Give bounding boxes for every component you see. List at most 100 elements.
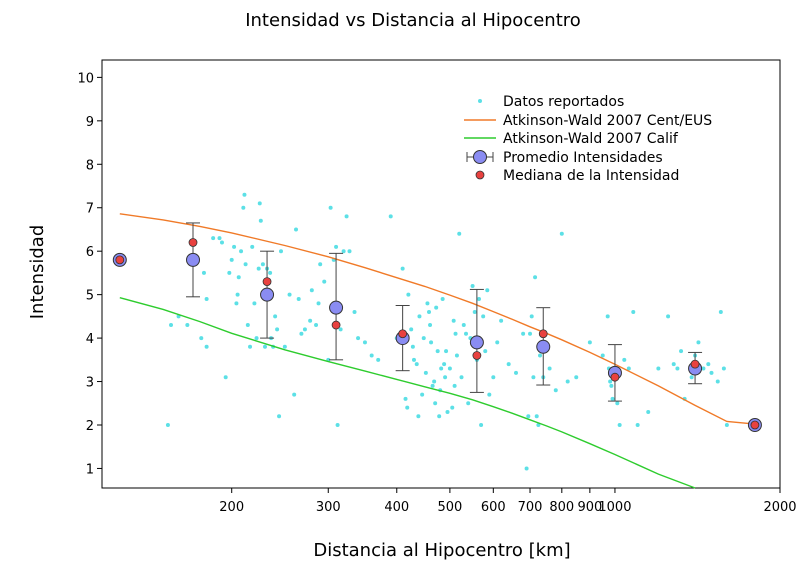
data-point (211, 236, 216, 241)
data-point (479, 422, 484, 427)
data-point (239, 249, 244, 254)
data-point (229, 257, 234, 262)
data-point (277, 414, 282, 419)
data-point (322, 279, 327, 284)
data-point (609, 383, 614, 388)
data-point (439, 366, 444, 371)
data-point (425, 301, 430, 306)
legend-marker-mediana (475, 170, 485, 180)
data-point (245, 323, 250, 328)
data-point (273, 314, 278, 319)
mean-intensity-point (186, 252, 201, 267)
data-point (521, 331, 526, 336)
data-point (529, 314, 534, 319)
data-point (299, 331, 304, 336)
data-point (314, 323, 319, 328)
data-point (675, 366, 680, 371)
data-point (470, 283, 475, 288)
data-point (526, 414, 531, 419)
data-point (718, 310, 723, 315)
data-series (112, 192, 762, 489)
data-point (724, 422, 729, 427)
mean-intensity-point (329, 300, 344, 315)
data-point (706, 362, 711, 367)
data-point (701, 366, 706, 371)
data-point (506, 362, 511, 367)
data-point (235, 292, 240, 297)
legend-marker-promedio (473, 150, 487, 164)
data-point (442, 362, 447, 367)
data-point (429, 340, 434, 345)
data-point (574, 375, 579, 380)
legend: Datos reportados Atkinson-Wald 2007 Cent… (464, 94, 712, 184)
data-point (279, 249, 284, 254)
x-axis-title: Distancia al Hipocentro [km] (313, 540, 570, 561)
y-tick-label: 7 (86, 202, 94, 217)
data-point (242, 192, 247, 197)
y-tick-label: 9 (86, 115, 94, 130)
data-point (338, 327, 343, 332)
data-point (671, 362, 676, 367)
data-point (256, 266, 261, 271)
data-point (234, 301, 239, 306)
data-point (262, 344, 267, 349)
x-tick-label: 900 (577, 500, 602, 515)
data-point (352, 310, 357, 315)
y-tick-label: 2 (86, 419, 94, 434)
data-point (347, 249, 352, 254)
data-point (531, 375, 536, 380)
median-intensity-point (472, 351, 482, 360)
data-point (534, 414, 539, 419)
data-point (679, 349, 684, 354)
data-point (268, 270, 273, 275)
data-point (440, 296, 445, 301)
data-point (421, 336, 426, 341)
data-point (615, 401, 620, 406)
data-point (302, 327, 307, 332)
data-point (443, 375, 448, 380)
data-point (528, 331, 533, 336)
data-point (631, 310, 636, 315)
data-point (356, 336, 361, 341)
data-point (334, 244, 339, 249)
legend-entry-cent-eus: Atkinson-Wald 2007 Cent/EUS (464, 113, 712, 129)
data-point (257, 201, 262, 206)
data-point (411, 357, 416, 362)
y-tick-label: 10 (77, 71, 94, 86)
data-point (481, 314, 486, 319)
data-point (437, 414, 442, 419)
data-point (204, 344, 209, 349)
legend-entry-promedio: Promedio Intensidades (466, 150, 663, 166)
data-point (472, 310, 477, 315)
data-point (533, 275, 538, 280)
x-tick-label: 600 (481, 500, 506, 515)
data-point (362, 340, 367, 345)
data-point (538, 353, 543, 358)
data-point (410, 344, 415, 349)
data-point (696, 340, 701, 345)
data-point (553, 388, 558, 393)
data-point (417, 314, 422, 319)
data-point (369, 353, 374, 358)
data-point (610, 396, 615, 401)
median-intensity-point (331, 320, 341, 330)
data-point (715, 379, 720, 384)
data-point (559, 231, 564, 236)
data-point (254, 336, 259, 341)
data-point (646, 409, 651, 414)
data-point (406, 292, 411, 297)
data-point (232, 244, 237, 249)
data-point (445, 409, 450, 414)
data-point (499, 318, 504, 323)
median-intensity-point (610, 372, 620, 382)
median-intensity-point (188, 238, 198, 247)
data-point (626, 366, 631, 371)
data-point (608, 379, 613, 384)
data-point (476, 296, 481, 301)
data-point (587, 340, 592, 345)
data-point (430, 383, 435, 388)
data-point (565, 379, 570, 384)
data-point (721, 366, 726, 371)
data-point (457, 231, 462, 236)
